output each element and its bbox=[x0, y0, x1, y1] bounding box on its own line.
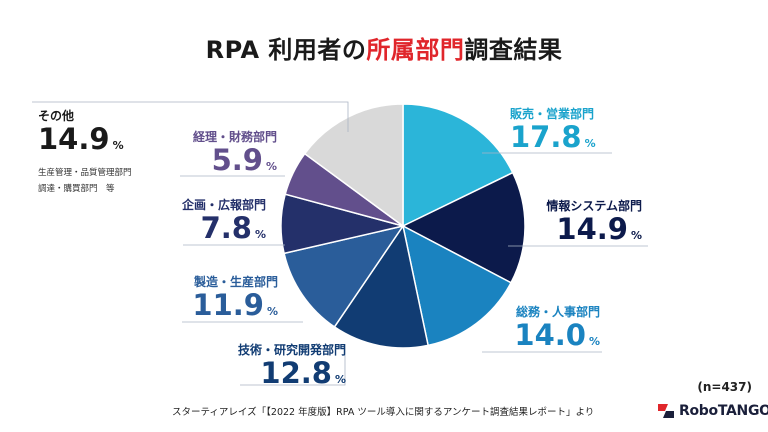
pie-slice bbox=[402, 103, 514, 228]
slice-value: 11.9% bbox=[192, 288, 278, 322]
pie-slice bbox=[401, 171, 526, 284]
slice-value: 5.9% bbox=[211, 143, 277, 177]
slice-label: 企画・広報部門 7.8% bbox=[164, 196, 266, 250]
slice-label: 総務・人事部門 14.0% bbox=[487, 303, 600, 357]
robotango-logo: RoboTANGO bbox=[656, 401, 768, 421]
slice-category: 経理・財務部門 bbox=[192, 130, 277, 144]
slice-value: 12.8% bbox=[260, 356, 346, 390]
other-note: 生産管理・品質管理部門 調達・購買部門 等 bbox=[38, 168, 132, 194]
slice-value: 14.9% bbox=[556, 212, 642, 246]
title-highlight: 所属部門 bbox=[366, 36, 465, 64]
slice-label: 経理・財務部門 5.9% bbox=[170, 128, 277, 182]
slice-value: 17.8% bbox=[510, 120, 596, 154]
slice-label: その他 14.9% 生産管理・品質管理部門 調達・購買部門 等 bbox=[38, 107, 132, 197]
slice-label: 情報システム部門 14.9% bbox=[520, 197, 642, 251]
slice-label: 技術・研究開発部門 12.8% bbox=[226, 341, 346, 395]
slice-category: 技術・研究開発部門 bbox=[237, 343, 346, 357]
slice-category: 販売・営業部門 bbox=[510, 107, 595, 121]
robotango-icon bbox=[658, 404, 674, 418]
slice-category: 製造・生産部門 bbox=[193, 275, 278, 289]
slice-category: その他 bbox=[38, 109, 75, 123]
slice-category: 総務・人事部門 bbox=[515, 305, 600, 319]
pie-slice bbox=[401, 224, 513, 347]
slice-category: 情報システム部門 bbox=[546, 199, 642, 213]
slice-category: 企画・広報部門 bbox=[181, 198, 266, 212]
slice-label: 製造・生産部門 11.9% bbox=[178, 273, 278, 327]
page-title: RPA 利用者の所属部門調査結果 bbox=[205, 36, 563, 64]
pie-slice bbox=[283, 224, 405, 328]
slice-label: 販売・営業部門 17.8% bbox=[510, 105, 596, 159]
pie-slice bbox=[333, 224, 430, 349]
slice-value: 7.8% bbox=[200, 211, 266, 245]
leader-line bbox=[240, 344, 346, 386]
logo-text: RoboTANGO bbox=[679, 403, 768, 419]
leader-line bbox=[32, 101, 349, 132]
slice-value: 14.9% bbox=[38, 122, 124, 156]
sample-size: (n=437) bbox=[697, 380, 752, 394]
source-note: スターティアレイズ「【2022 年度版】RPA ツール導入に関するアンケート調査… bbox=[172, 407, 595, 418]
slice-value: 14.0% bbox=[514, 318, 600, 352]
